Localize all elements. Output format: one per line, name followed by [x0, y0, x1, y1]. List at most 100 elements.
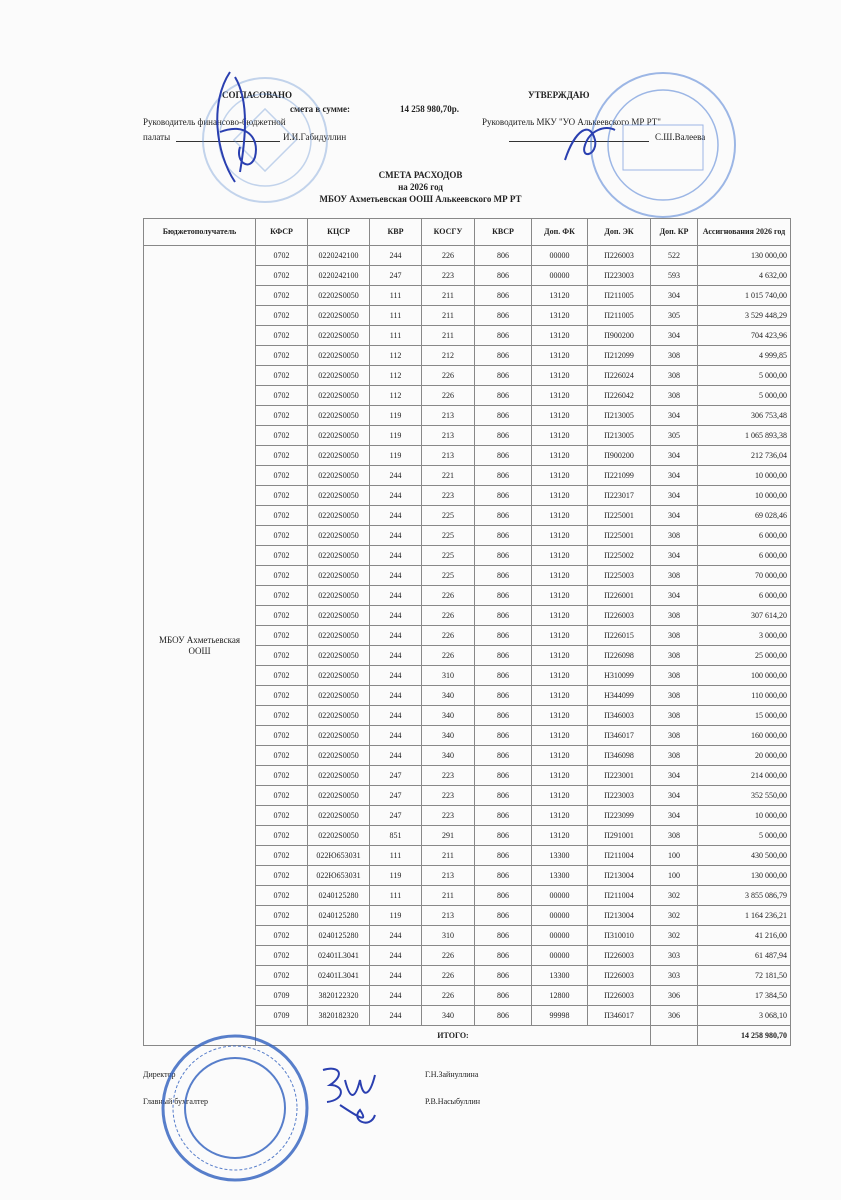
table-row: МБОУ Ахметьевская ООШ 0702 0220242100 244 22…	[143, 245, 791, 1046]
approve-heading: УТВЕРЖДАЮ	[528, 90, 590, 100]
cell-kcsr: 02202S0050	[307, 545, 370, 566]
cell-kfsr: 0702	[255, 405, 308, 426]
cell-kcsr: 02202S0050	[307, 745, 370, 766]
cell-kfsr: 0702	[255, 845, 308, 866]
cell-dop-kr: 308	[650, 385, 698, 406]
cell-allocation: 306 753,48	[697, 405, 791, 426]
cell-dop-ek: П223003	[587, 785, 651, 806]
cell-kosgu: 213	[421, 425, 475, 446]
cell-dop-fk: 13120	[531, 625, 588, 646]
table-row: 0702 02202S0050 244 226 806 13120 П226003 308 30…	[144, 605, 791, 626]
cell-dop-fk: 00000	[531, 925, 588, 946]
cell-kvr: 119	[369, 905, 422, 926]
cell-dop-kr: 522	[650, 245, 698, 266]
cell-allocation: 72 181,50	[697, 965, 791, 986]
cell-kvsr: 806	[474, 305, 532, 326]
cell-dop-ek: П346017	[587, 725, 651, 746]
cell-dop-fk: 13300	[531, 865, 588, 886]
cell-dop-ek: П213005	[587, 425, 651, 446]
cell-kosgu: 213	[421, 905, 475, 926]
cell-kfsr: 0702	[255, 925, 308, 946]
cell-kfsr: 0702	[255, 965, 308, 986]
cell-kvsr: 806	[474, 605, 532, 626]
left-signer-role-2: палаты	[143, 132, 171, 142]
table-row: 0702 02401L3041 244 226 806 00000 П226003 303 61…	[144, 945, 791, 966]
cell-dop-kr: 308	[650, 625, 698, 646]
cell-kfsr: 0702	[255, 605, 308, 626]
cell-kvsr: 806	[474, 805, 532, 826]
cell-kcsr: 02202S0050	[307, 685, 370, 706]
total-empty-cell	[650, 1025, 698, 1046]
cell-kvsr: 806	[474, 965, 532, 986]
cell-dop-kr: 308	[650, 685, 698, 706]
cell-kvr: 244	[369, 745, 422, 766]
cell-kfsr: 0702	[255, 545, 308, 566]
cell-allocation: 130 000,00	[697, 865, 791, 886]
cell-dop-fk: 13120	[531, 725, 588, 746]
cell-kcsr: 02202S0050	[307, 645, 370, 666]
cell-kfsr: 0702	[255, 645, 308, 666]
cell-dop-fk: 00000	[531, 245, 588, 266]
left-signer-name: И.И.Габидуллин	[283, 132, 347, 142]
cell-kvr: 244	[369, 665, 422, 686]
cell-kosgu: 212	[421, 345, 475, 366]
table-row: 0702 02401L3041 244 226 806 13300 П226003 303 72…	[144, 965, 791, 986]
school-stamp	[161, 1034, 309, 1182]
cell-kvsr: 806	[474, 765, 532, 786]
cell-dop-kr: 100	[650, 845, 698, 866]
cell-kvr: 244	[369, 1005, 422, 1026]
cell-kcsr: 02202S0050	[307, 445, 370, 466]
cell-dop-kr: 308	[650, 725, 698, 746]
cell-dop-fk: 00000	[531, 885, 588, 906]
cell-dop-fk: 13120	[531, 565, 588, 586]
cell-allocation: 6 000,00	[697, 545, 791, 566]
cell-kvr: 244	[369, 625, 422, 646]
cell-kosgu: 340	[421, 1005, 475, 1026]
cell-dop-ek: П226001	[587, 585, 651, 606]
cell-kcsr: 02202S0050	[307, 725, 370, 746]
cell-allocation: 17 384,50	[697, 985, 791, 1006]
cell-kvr: 244	[369, 545, 422, 566]
cell-dop-ek: П226003	[587, 945, 651, 966]
cell-kfsr: 0702	[255, 825, 308, 846]
cell-kfsr: 0702	[255, 385, 308, 406]
cell-kvr: 247	[369, 805, 422, 826]
cell-kvsr: 806	[474, 885, 532, 906]
cell-dop-fk: 12800	[531, 985, 588, 1006]
cell-kosgu: 213	[421, 445, 475, 466]
cell-dop-fk: 13120	[531, 525, 588, 546]
table-row: 0702 02202S0050 247 223 806 13120 П223003 304 35…	[144, 785, 791, 806]
cell-kvr: 244	[369, 245, 422, 266]
column-header-kosgu: КОСГУ	[421, 218, 475, 246]
cell-kvsr: 806	[474, 985, 532, 1006]
cell-dop-kr: 304	[650, 585, 698, 606]
cell-dop-fk: 13300	[531, 845, 588, 866]
cell-kcsr: 02202S0050	[307, 525, 370, 546]
cell-allocation: 704 423,96	[697, 325, 791, 346]
cell-allocation: 3 068,10	[697, 1005, 791, 1026]
column-header-recipient: Бюджетополучатель	[143, 218, 256, 246]
cell-dop-ek: П226003	[587, 605, 651, 626]
cell-kosgu: 223	[421, 265, 475, 286]
cell-allocation: 307 614,20	[697, 605, 791, 626]
director-signature	[322, 1067, 376, 1124]
cell-kvr: 111	[369, 305, 422, 326]
sum-label: смета в сумме:	[290, 104, 351, 114]
cell-kvsr: 806	[474, 545, 532, 566]
cell-kfsr: 0702	[255, 265, 308, 286]
cell-kvr: 112	[369, 345, 422, 366]
cell-dop-fk: 00000	[531, 265, 588, 286]
cell-dop-fk: 13120	[531, 445, 588, 466]
cell-dop-fk: 13120	[531, 805, 588, 826]
cell-kcsr: 02401L3041	[307, 965, 370, 986]
cell-dop-kr: 306	[650, 1005, 698, 1026]
cell-dop-ek: П225001	[587, 525, 651, 546]
cell-kvr: 244	[369, 945, 422, 966]
cell-kfsr: 0702	[255, 685, 308, 706]
cell-kcsr: 02202S0050	[307, 385, 370, 406]
cell-kosgu: 211	[421, 845, 475, 866]
cell-allocation: 25 000,00	[697, 645, 791, 666]
cell-dop-kr: 308	[650, 365, 698, 386]
cell-dop-kr: 308	[650, 825, 698, 846]
cell-allocation: 6 000,00	[697, 585, 791, 606]
